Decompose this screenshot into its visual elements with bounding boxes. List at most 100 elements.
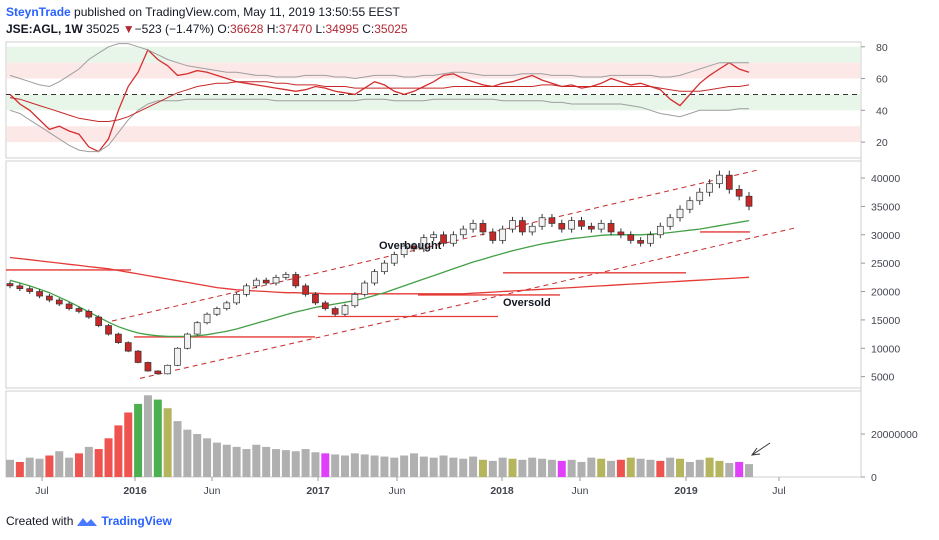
volume-bar <box>360 454 369 477</box>
volume-bar <box>725 463 734 477</box>
volume-bar <box>390 457 399 477</box>
tradingview-brand[interactable]: TradingView <box>101 514 172 528</box>
rsi-tick-label: 20 <box>876 137 888 149</box>
price-candle <box>134 350 142 363</box>
volume-bar <box>449 457 458 477</box>
volume-arrow-head-icon <box>750 447 761 456</box>
volume-bar <box>212 442 221 477</box>
close-value: 35025 <box>374 22 408 36</box>
open-label: O: <box>217 22 231 36</box>
volume-bar <box>597 458 606 477</box>
price-candle <box>637 240 644 244</box>
rsi-series-rsi_average <box>9 81 750 122</box>
volume-bar <box>350 453 359 477</box>
price-candle <box>450 234 457 244</box>
price-candle <box>686 200 694 210</box>
price-candle <box>16 285 24 290</box>
volume-bar <box>715 460 724 477</box>
rsi-series-bollinger_upper <box>9 43 749 88</box>
volume-bar <box>321 453 330 477</box>
volume-bar <box>341 455 350 477</box>
volume-bar <box>163 408 172 477</box>
publish-line: SteynTrade published on TradingView.com,… <box>6 4 926 21</box>
price-candle <box>46 295 53 301</box>
volume-bar <box>232 446 241 477</box>
volume-bar <box>74 453 83 477</box>
down-arrow-icon: ▼ <box>122 22 135 36</box>
volume-bar <box>35 458 44 477</box>
price-candle <box>321 302 329 309</box>
volume-bar <box>567 459 576 477</box>
volume-bar <box>281 450 290 477</box>
quote-line: JSE:AGL, 1W 35025 ▼−523 (−1.47%) O:36628… <box>6 21 926 38</box>
price-candle <box>725 174 733 190</box>
annotation-overbought: Overbought <box>379 240 442 252</box>
volume-bar <box>370 455 379 477</box>
volume-bar <box>419 456 428 477</box>
price-candle <box>627 234 635 241</box>
price-candle <box>509 220 516 230</box>
x-tick-label: Jun <box>204 485 221 497</box>
rsi-tick-label: 80 <box>876 42 888 54</box>
volume-bar <box>587 457 596 477</box>
price-candle <box>469 223 477 230</box>
volume-bar <box>183 429 192 477</box>
rsi-series-bollinger_lower <box>9 98 749 153</box>
low-value: 34995 <box>325 22 359 36</box>
price-candle <box>459 228 467 236</box>
price-candle <box>164 364 172 375</box>
price-tick-label: 15000 <box>871 315 900 327</box>
volume-bar <box>636 458 645 477</box>
volume-bar <box>745 464 753 477</box>
volume-bar <box>607 460 616 477</box>
price-candle <box>124 342 132 352</box>
volume-bar <box>656 460 665 477</box>
price-candle <box>6 283 14 287</box>
volume-bar <box>311 452 320 477</box>
price-candle <box>65 303 73 309</box>
rsi-zone-green <box>7 46 860 63</box>
volume-bar <box>557 460 566 477</box>
x-tick-label: 2018 <box>490 485 514 497</box>
volume-bar <box>203 438 212 477</box>
price-candle <box>696 191 704 202</box>
price-candle <box>252 279 260 287</box>
volume-bar <box>65 457 74 477</box>
volume-bar <box>242 449 251 477</box>
last-price: 35025 <box>86 22 120 36</box>
price-candle <box>656 225 664 236</box>
price-candle <box>85 311 93 318</box>
high-value: 37470 <box>278 22 313 36</box>
volume-bar <box>45 455 54 477</box>
volume-tick-label: 0 <box>871 472 877 484</box>
price-candle <box>75 308 83 312</box>
price-candle <box>558 223 566 230</box>
author-link[interactable]: SteynTrade <box>6 5 71 19</box>
price-candle <box>489 231 497 241</box>
price-candle <box>676 208 684 219</box>
volume-bar <box>577 461 586 477</box>
price-candle <box>55 299 63 305</box>
price-candle <box>193 322 201 335</box>
price-candle <box>538 217 546 227</box>
price-candle <box>706 183 713 193</box>
volume-bar <box>409 453 418 477</box>
low-label: L: <box>315 22 326 36</box>
high-label: H: <box>266 22 279 36</box>
price-candle <box>499 228 507 241</box>
price-candle <box>479 223 487 233</box>
price-candle <box>154 370 162 375</box>
volume-bar <box>143 395 152 477</box>
price-candle <box>272 276 280 284</box>
symbol-label[interactable]: JSE:AGL, 1W <box>6 22 83 36</box>
volume-bar <box>193 434 202 477</box>
price-tick-label: 35000 <box>871 201 900 213</box>
volume-bar <box>55 451 64 477</box>
volume-bar <box>291 451 300 477</box>
price-candle <box>716 174 723 185</box>
price-candle <box>105 325 112 335</box>
x-tick-label: 2016 <box>123 485 147 497</box>
price-candle <box>617 231 625 236</box>
volume-bar <box>429 457 438 477</box>
